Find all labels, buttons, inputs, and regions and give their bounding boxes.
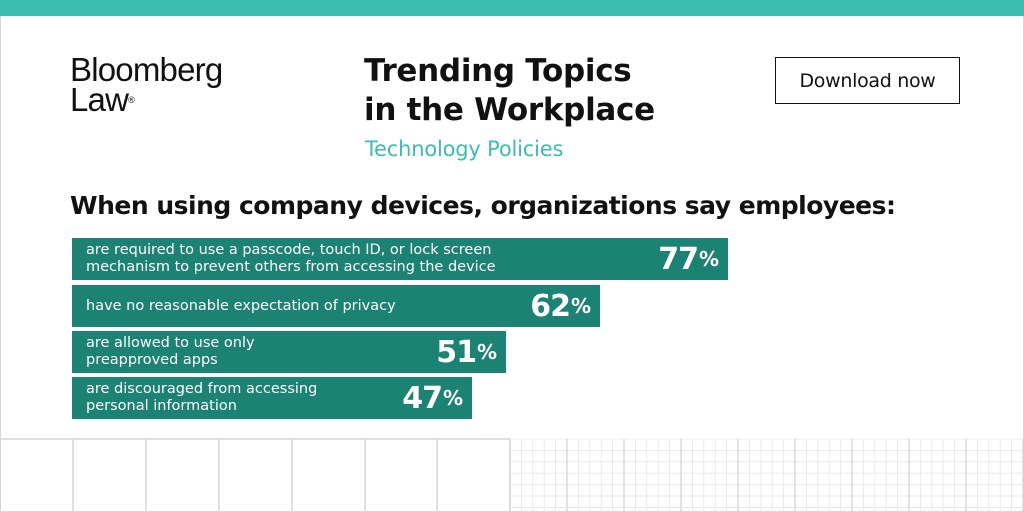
bar-label-line: personal information: [86, 398, 237, 414]
bar-value-unit: %: [476, 340, 497, 364]
bar-label-line: are allowed to use only: [86, 335, 255, 351]
logo-line-1: Bloomberg: [70, 51, 223, 88]
decorative-grid: [0, 438, 1024, 512]
top-accent-bar: [0, 0, 1024, 16]
bar-3: are allowed to use only preapproved apps 5…: [72, 331, 506, 373]
bar-1: are required to use a passcode, touch ID…: [72, 238, 728, 280]
bar-label: are required to use a passcode, touch ID…: [86, 238, 496, 280]
logo-line-2-text: Law: [70, 81, 129, 118]
bar-value-number: 47: [402, 380, 443, 416]
bar-label: are allowed to use only preapproved apps: [86, 331, 255, 373]
bar-value: 62%: [530, 285, 591, 327]
bar-label: have no reasonable expectation of privac…: [86, 285, 396, 327]
bar-label-line: are required to use a passcode, touch ID…: [86, 242, 492, 258]
bar-label-text: are required to use a passcode, touch ID…: [86, 242, 496, 276]
bar-label-line: have no reasonable expectation of privac…: [86, 297, 396, 314]
title-line-1: Trending Topics: [364, 53, 632, 89]
bar-label-text: have no reasonable expectation of privac…: [86, 298, 396, 315]
title-line-2: in the Workplace: [364, 92, 655, 128]
bar-value-number: 77: [658, 241, 699, 277]
bar-4: are discouraged from accessing personal i…: [72, 377, 472, 419]
bar-label-text: are allowed to use only preapproved apps: [86, 335, 255, 369]
bar-value-unit: %: [442, 386, 463, 410]
chart-title: When using company devices, organization…: [70, 191, 896, 220]
bar-label-line: preapproved apps: [86, 352, 218, 368]
bar-value-unit: %: [570, 294, 591, 318]
logo-line-2: Law®: [70, 83, 222, 116]
bar-label-line: are discouraged from accessing: [86, 381, 318, 397]
bar-2: have no reasonable expectation of privac…: [72, 285, 600, 327]
bar-value-number: 62: [530, 288, 571, 324]
bar-label: are discouraged from accessing personal i…: [86, 377, 317, 419]
bar-value: 77%: [658, 238, 719, 280]
bar-value: 47%: [402, 377, 463, 419]
bar-label-line: mechanism to prevent others from accessi…: [86, 259, 496, 275]
download-now-button[interactable]: Download now: [775, 57, 960, 104]
bloomberg-law-logo: Bloomberg Law®: [70, 51, 223, 116]
page-title: Trending Topics in the Workplace: [364, 52, 655, 130]
bar-value-unit: %: [698, 247, 719, 271]
bar-value: 51%: [436, 331, 497, 373]
registered-mark: ®: [128, 95, 135, 105]
bar-value-number: 51: [436, 334, 477, 370]
bar-label-text: are discouraged from accessing personal i…: [86, 381, 317, 415]
page-subtitle: Technology Policies: [365, 137, 564, 161]
